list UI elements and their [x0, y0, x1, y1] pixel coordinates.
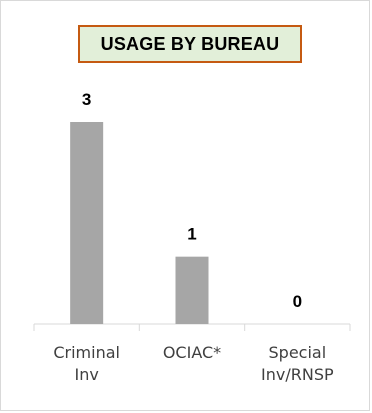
- category-label-line: Inv/RNSP: [261, 365, 334, 384]
- category-label-line: OCIAC*: [163, 343, 221, 362]
- data-label-0: 3: [82, 90, 91, 109]
- category-label-1: OCIAC*: [163, 343, 221, 362]
- category-label-line: Special: [269, 343, 327, 362]
- category-label-0: Criminal Inv: [53, 343, 120, 384]
- data-label-1: 1: [187, 225, 196, 244]
- chart-title: USAGE BY BUREAU: [78, 25, 302, 63]
- bar-0: [70, 122, 104, 324]
- bar-1: [175, 256, 209, 324]
- category-label-2: Special Inv/RNSP: [261, 343, 334, 384]
- category-label-line: Criminal: [53, 343, 120, 362]
- category-label-line: Inv: [75, 365, 99, 384]
- data-label-2: 0: [293, 292, 302, 311]
